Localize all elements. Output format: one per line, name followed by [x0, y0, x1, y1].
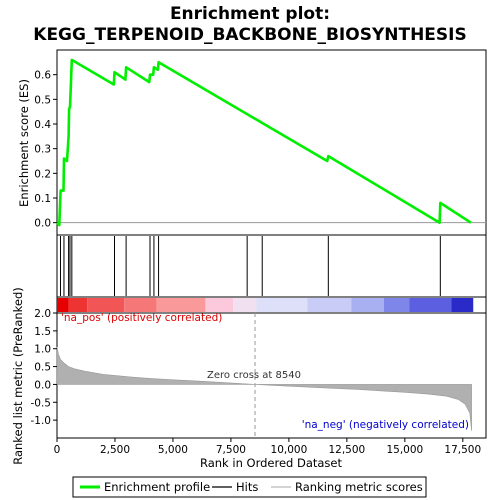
- es-tick-label: 0.2: [34, 168, 51, 180]
- hits-panel-frame: [56, 234, 487, 298]
- zero-cross-label: Zero cross at 8540: [207, 370, 301, 381]
- hits-series: [59, 236, 441, 296]
- legend: Enrichment profile Hits Ranking metric s…: [72, 476, 427, 498]
- rank-y-axis-label: Ranked list metric (PreRanked): [11, 287, 25, 465]
- x-tick-label: 17,500: [444, 444, 481, 456]
- heatmap-segment: [383, 298, 410, 312]
- x-axis-label: Rank in Ordered Dataset: [200, 456, 343, 470]
- es-y-axis-label: Enrichment score (ES): [17, 79, 31, 207]
- enrichment-profile-line: [56, 58, 472, 227]
- es-tick-label: 0.0: [34, 218, 51, 230]
- positive-correlation-label: 'na_pos' (positively correlated): [61, 312, 222, 324]
- es-tick-label: 0.6: [34, 70, 51, 82]
- legend-metric-label: Ranking metric scores: [295, 480, 423, 494]
- heatmap-segment: [57, 298, 69, 312]
- heatmap-segment: [256, 298, 308, 312]
- es-tick-label: 0.1: [34, 193, 51, 205]
- rank-tick-label: -0.5: [31, 397, 52, 409]
- x-tick-label: 15,000: [386, 444, 423, 456]
- negative-correlation-label: 'na_neg' (negatively correlated): [302, 419, 469, 431]
- legend-profile-label: Enrichment profile: [104, 480, 210, 494]
- x-tick-label: 10,000: [271, 444, 308, 456]
- rank-tick-label: 2.0: [34, 308, 51, 320]
- heatmap-segment: [124, 298, 157, 312]
- es-tick-label: 0.5: [34, 94, 51, 106]
- legend-hits-label: Hits: [236, 480, 258, 494]
- heatmap-segment: [205, 298, 234, 312]
- heatmap-band: [57, 298, 474, 312]
- es-axis: 0.0 0.1 0.2 0.3 0.4 0.5 0.6: [34, 70, 57, 230]
- x-tick-label: 12,500: [328, 444, 365, 456]
- rank-tick-label: 0.5: [34, 362, 51, 374]
- x-tick-label: 5,000: [158, 444, 188, 456]
- enrichment-profile-series: [56, 58, 472, 227]
- chart-title-line2: KEGG_TERPENOID_BACKBONE_BIOSYNTHESIS: [33, 25, 466, 45]
- heatmap-segment: [451, 298, 474, 312]
- heatmap-segment: [409, 298, 452, 312]
- x-tick-label: 0: [54, 444, 61, 456]
- x-tick-label: 2,500: [100, 444, 130, 456]
- heatmap-segment: [156, 298, 206, 312]
- heatmap-segment: [307, 298, 352, 312]
- x-axis: 0 2,500 5,000 7,500 10,000 12,500 15,000 17,500: [54, 438, 481, 456]
- rank-tick-label: 1.5: [34, 326, 51, 338]
- es-tick-label: 0.3: [34, 144, 51, 156]
- rank-axis: 2.0 1.5 1.0 0.5 0.0 -0.5 -1.0: [31, 308, 57, 427]
- legend-frame: [72, 476, 427, 498]
- rank-tick-label: 0.0: [34, 379, 51, 391]
- chart-title-line1: Enrichment plot:: [170, 4, 330, 24]
- es-tick-label: 0.4: [34, 119, 51, 131]
- heatmap-segment: [68, 298, 88, 312]
- heatmap-segment: [351, 298, 384, 312]
- x-tick-label: 7,500: [216, 444, 246, 456]
- heatmap-segment: [233, 298, 257, 312]
- rank-tick-label: -1.0: [31, 415, 52, 427]
- heatmap-segment: [87, 298, 125, 312]
- rank-tick-label: 1.0: [34, 344, 51, 356]
